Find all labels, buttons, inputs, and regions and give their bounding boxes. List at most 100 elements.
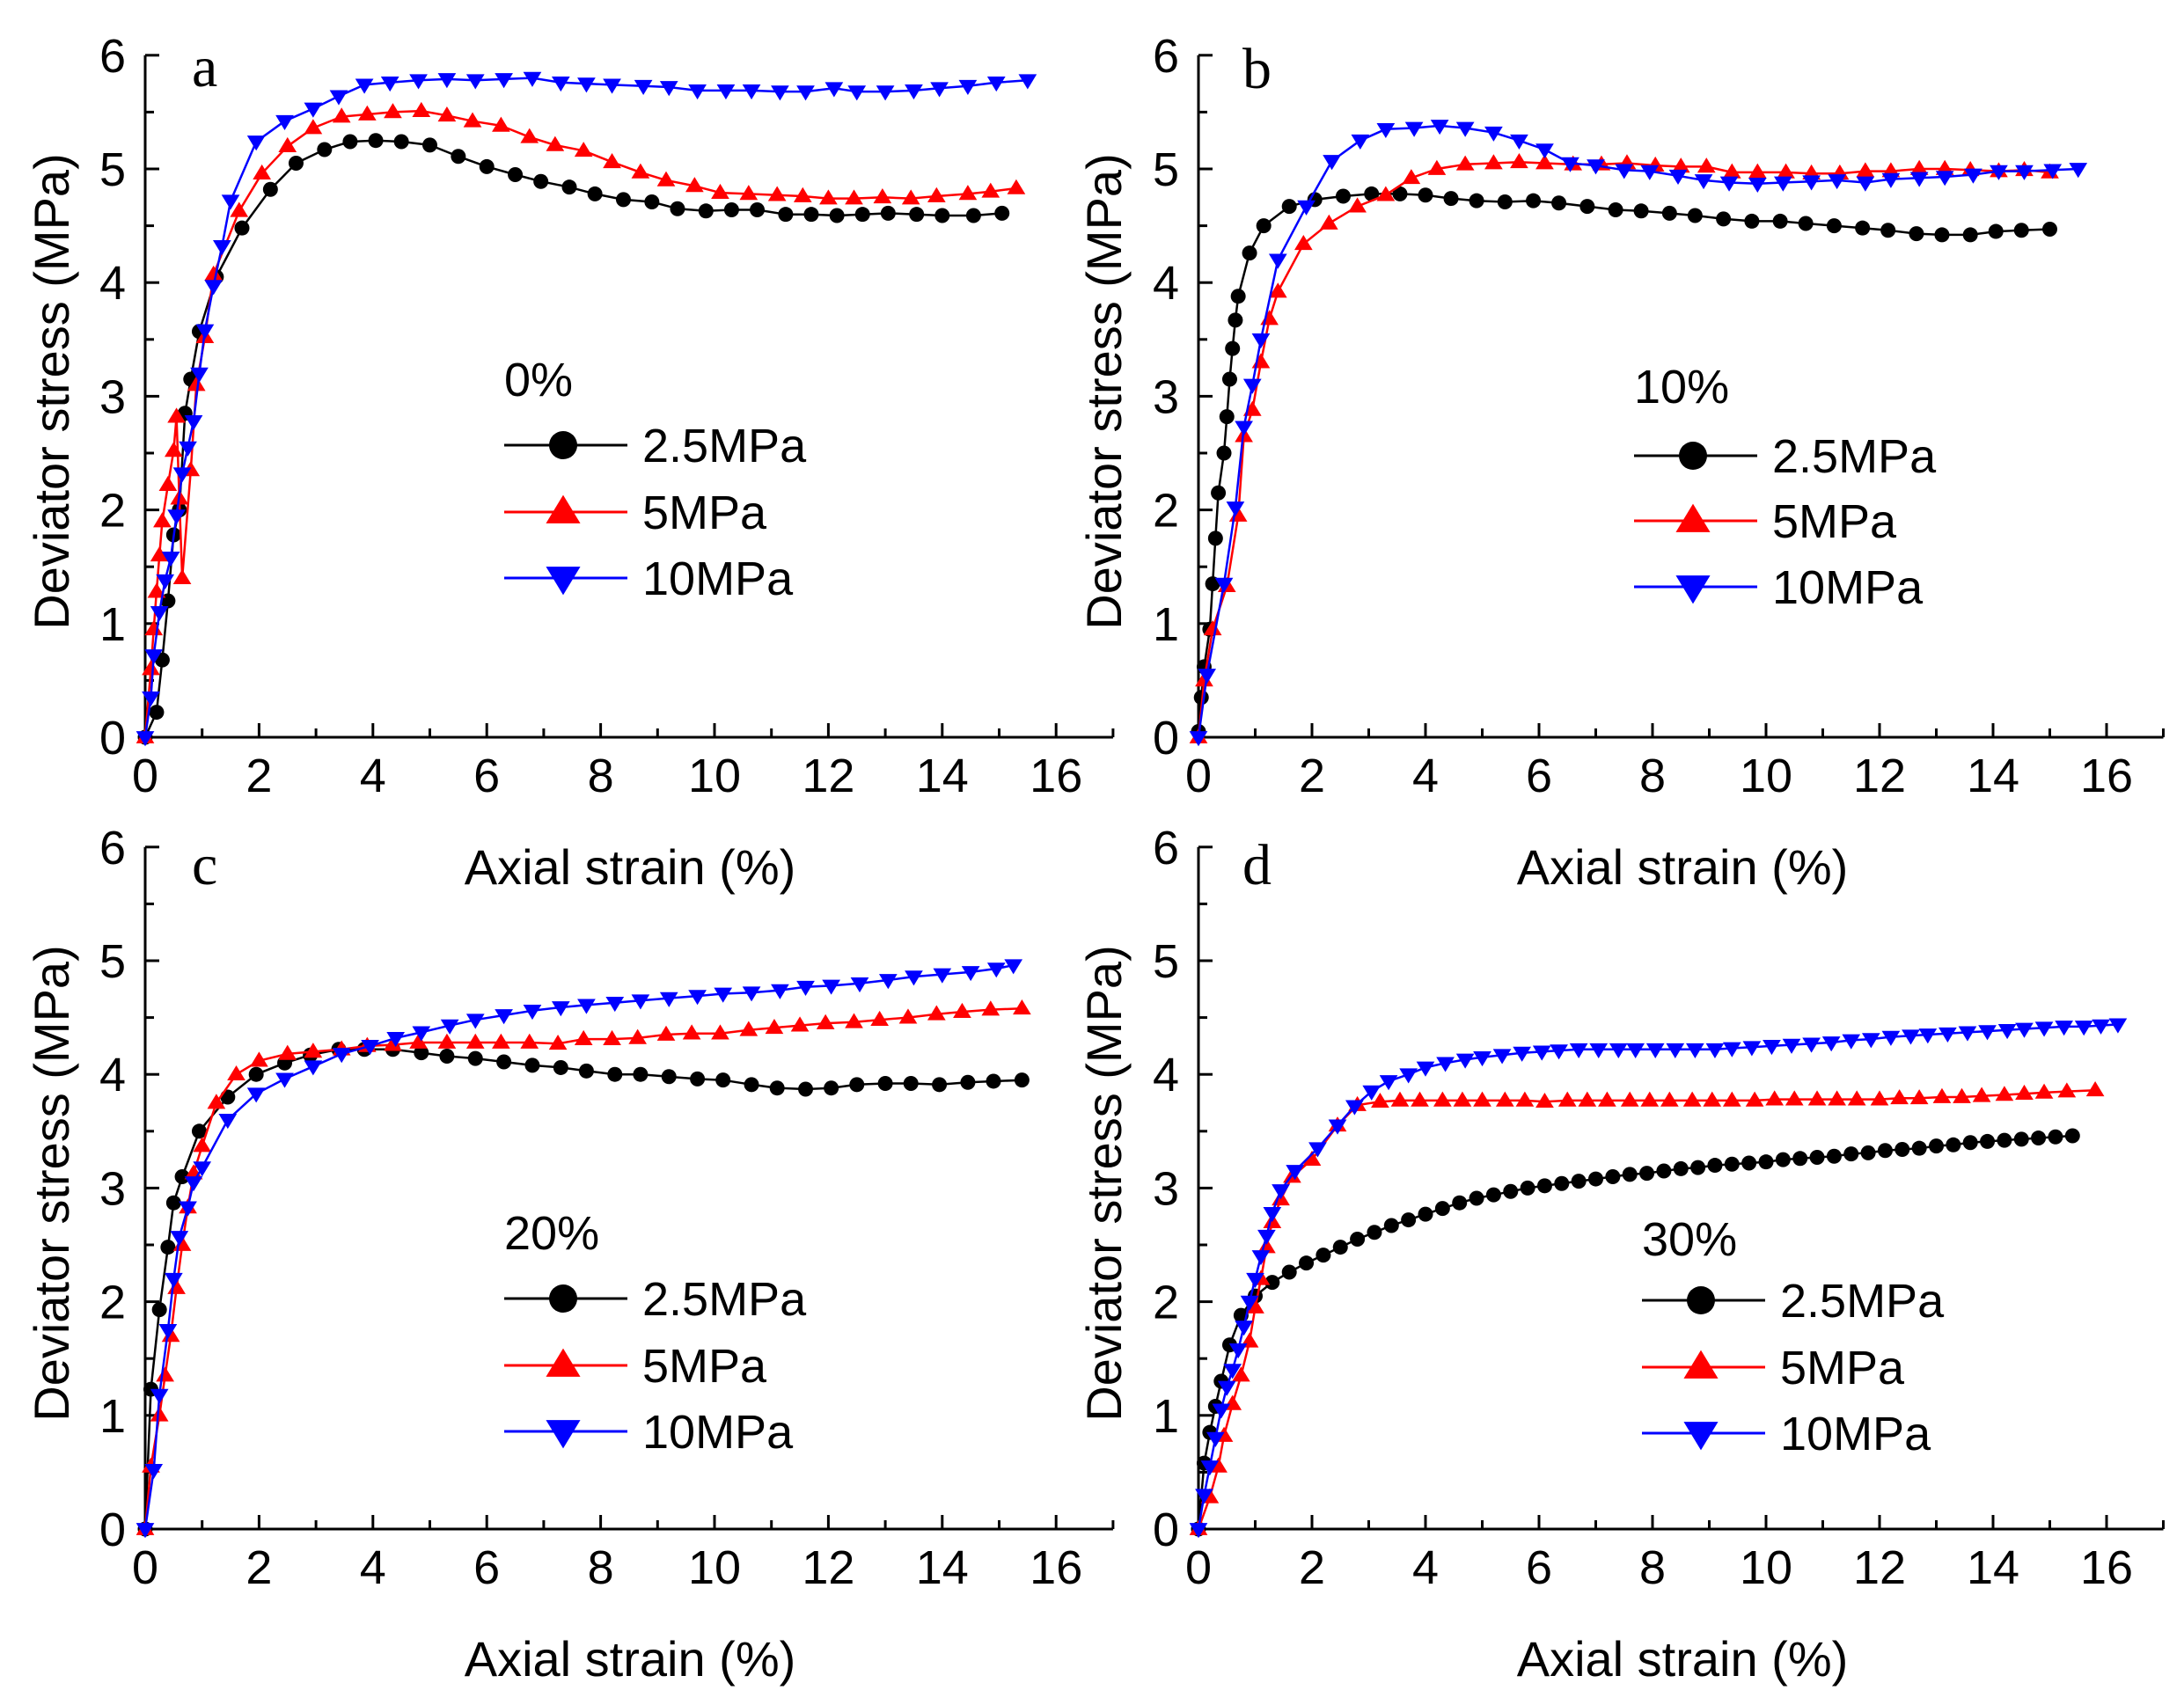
data-point bbox=[1671, 157, 1690, 173]
data-point bbox=[278, 136, 297, 152]
data-point bbox=[136, 1523, 155, 1539]
data-point bbox=[221, 194, 240, 210]
data-point bbox=[986, 1073, 1001, 1089]
data-point bbox=[2015, 1022, 2034, 1038]
data-point bbox=[1902, 1029, 1920, 1045]
x-tick-label: 4 bbox=[360, 750, 386, 802]
data-point bbox=[1911, 1140, 1927, 1156]
data-point bbox=[1376, 186, 1396, 201]
data-point bbox=[1772, 213, 1788, 229]
legend-label: 10MPa bbox=[642, 552, 794, 605]
panel-letter: a bbox=[192, 35, 217, 99]
legend-item: 2.5MPa bbox=[504, 1273, 807, 1326]
y-tick-label: 5 bbox=[1153, 935, 1179, 988]
data-point bbox=[253, 164, 271, 180]
legend-label: 10MPa bbox=[1780, 1408, 1931, 1460]
data-point bbox=[187, 376, 206, 391]
data-point bbox=[2031, 1131, 2047, 1146]
data-point bbox=[1962, 1135, 1978, 1151]
data-point bbox=[2013, 1131, 2029, 1147]
data-point bbox=[1668, 169, 1688, 186]
data-point bbox=[1690, 1160, 1706, 1175]
legend-label: 10MPa bbox=[1772, 561, 1924, 614]
data-point bbox=[898, 1008, 918, 1024]
data-point bbox=[304, 1060, 323, 1076]
data-point bbox=[829, 208, 845, 223]
data-point bbox=[1350, 1232, 1366, 1248]
legend-marker-icon bbox=[1687, 1286, 1715, 1314]
legend-item: 2.5MPa bbox=[1642, 1275, 1945, 1328]
data-point bbox=[824, 82, 844, 98]
data-point bbox=[440, 1019, 459, 1035]
data-point bbox=[1328, 1119, 1347, 1135]
data-point bbox=[690, 1071, 706, 1087]
data-point bbox=[1856, 176, 1875, 192]
x-tick-label: 16 bbox=[2080, 1541, 2133, 1594]
x-tick-label: 12 bbox=[1853, 750, 1906, 802]
data-point bbox=[1843, 1146, 1859, 1162]
panel-letter: d bbox=[1242, 833, 1272, 897]
panel-letter: c bbox=[192, 833, 217, 897]
data-point bbox=[1860, 1145, 1876, 1160]
data-point bbox=[578, 1063, 594, 1079]
data-point bbox=[1453, 1091, 1472, 1107]
legend-marker-icon bbox=[546, 567, 581, 596]
data-point bbox=[384, 103, 402, 119]
data-point bbox=[798, 1081, 814, 1097]
data-point bbox=[142, 660, 160, 676]
data-point bbox=[1792, 1151, 1808, 1167]
data-point bbox=[1626, 1043, 1645, 1059]
data-point bbox=[1246, 1298, 1264, 1314]
data-point bbox=[357, 105, 377, 121]
data-point bbox=[1645, 1043, 1665, 1059]
data-point bbox=[1281, 1264, 1297, 1280]
data-point bbox=[174, 1168, 190, 1184]
data-point bbox=[577, 999, 596, 1014]
data-point bbox=[628, 1028, 648, 1044]
data-point bbox=[546, 135, 565, 151]
data-point bbox=[1299, 1255, 1315, 1271]
legend-title: 10% bbox=[1634, 361, 1729, 413]
data-point bbox=[179, 1201, 197, 1217]
data-point bbox=[179, 441, 197, 457]
data-point bbox=[230, 201, 249, 217]
data-point bbox=[1362, 1085, 1381, 1101]
data-point bbox=[1719, 176, 1739, 192]
data-point bbox=[767, 186, 787, 201]
data-point bbox=[1436, 1057, 1455, 1072]
data-point bbox=[927, 187, 946, 202]
legend-item: 10MPa bbox=[504, 1406, 794, 1459]
data-point bbox=[2085, 1081, 2105, 1097]
data-point bbox=[698, 203, 714, 219]
data-point bbox=[1219, 409, 1235, 425]
data-point bbox=[903, 1076, 919, 1092]
legend-marker-icon bbox=[549, 1284, 577, 1313]
data-point bbox=[193, 1161, 212, 1177]
data-point bbox=[1890, 1089, 1909, 1105]
data-point bbox=[1722, 1042, 1741, 1057]
data-point bbox=[739, 185, 759, 201]
data-point bbox=[1880, 223, 1896, 238]
y-axis-title: Deviator stress (MPa) bbox=[1076, 153, 1132, 629]
data-point bbox=[1492, 1049, 1512, 1065]
y-tick-label: 1 bbox=[1153, 598, 1179, 651]
x-tick-label: 4 bbox=[1412, 1541, 1439, 1594]
data-point bbox=[953, 1002, 971, 1018]
x-tick-label: 14 bbox=[1967, 1541, 2019, 1594]
data-point bbox=[523, 1005, 542, 1021]
data-point bbox=[1842, 1034, 1861, 1050]
data-point bbox=[165, 442, 183, 457]
legend-marker-icon bbox=[1679, 442, 1707, 470]
data-point bbox=[1217, 1380, 1236, 1396]
data-point bbox=[876, 85, 895, 101]
legend-marker-icon bbox=[546, 1348, 581, 1377]
data-point bbox=[1235, 421, 1253, 436]
data-point bbox=[1847, 1090, 1866, 1106]
data-point bbox=[1469, 193, 1484, 209]
data-point bbox=[1251, 333, 1271, 349]
data-point bbox=[1807, 1090, 1827, 1106]
data-point bbox=[172, 467, 192, 483]
data-point bbox=[2064, 1128, 2080, 1144]
data-point bbox=[880, 205, 896, 221]
